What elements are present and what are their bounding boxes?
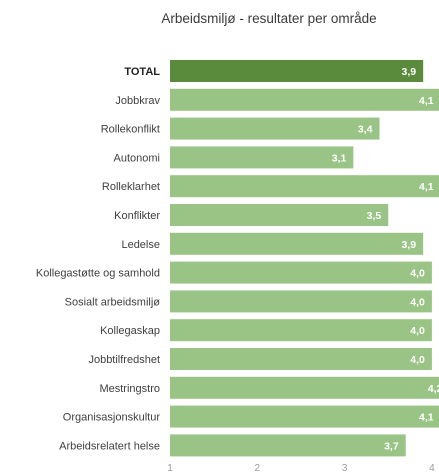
- bar: [170, 232, 424, 255]
- bar: [170, 319, 432, 342]
- category-label: Jobbtilfredshet: [88, 354, 160, 366]
- bar: [170, 376, 439, 399]
- data-label: 3,4: [358, 124, 373, 136]
- x-tick-label: 1: [167, 463, 173, 472]
- data-label: 4,0: [410, 268, 425, 280]
- category-label: Ledelse: [121, 239, 160, 251]
- data-label: 4,0: [410, 296, 425, 308]
- category-label: Kollegaskap: [100, 325, 160, 337]
- data-label: 4,1: [419, 412, 434, 424]
- bar: [170, 405, 439, 428]
- data-label: 4,1: [419, 95, 434, 107]
- category-label: Rollekonflikt: [101, 124, 160, 136]
- category-label: Konflikter: [114, 210, 160, 222]
- bar: [170, 290, 432, 313]
- x-axis-ticks: 1 2 3 4: [167, 463, 435, 472]
- x-tick-label: 4: [429, 463, 435, 472]
- bar: [170, 175, 439, 198]
- x-tick-label: 3: [342, 463, 348, 472]
- category-label: Jobbkrav: [115, 95, 160, 107]
- data-label: 4,2: [428, 383, 439, 395]
- bar: [170, 348, 432, 370]
- data-label: 3,1: [332, 152, 347, 164]
- x-tick-label: 2: [255, 463, 261, 472]
- data-label: 3,9: [402, 66, 417, 78]
- bar: [170, 88, 439, 111]
- data-label: 4,0: [410, 354, 425, 366]
- category-label: TOTAL: [124, 66, 160, 78]
- category-label: Autonomi: [114, 152, 160, 164]
- bar: [170, 434, 406, 457]
- data-label: 3,5: [367, 210, 382, 222]
- category-label: Mestringstro: [99, 383, 160, 395]
- bar: [170, 261, 432, 284]
- bar-group: TOTAL 3,9 Jobbkrav 4,1 Rollekonflikt 3,4 Auton…: [36, 60, 439, 457]
- data-label: 4,1: [419, 181, 434, 193]
- total-bar: [170, 60, 424, 82]
- category-label: Rolleklarhet: [102, 181, 160, 193]
- category-label: Arbeidsrelatert helse: [59, 440, 160, 452]
- category-label: Sosialt arbeidsmiljø: [65, 296, 161, 308]
- bar: [170, 117, 380, 140]
- bar: [170, 146, 354, 169]
- data-label: 3,9: [402, 239, 417, 251]
- bar: [170, 204, 389, 226]
- chart-title: Arbeidsmiljø - resultater per område: [161, 11, 376, 26]
- category-label: Kollegastøtte og samhold: [36, 268, 160, 280]
- category-label: Organisasjonskultur: [63, 412, 161, 424]
- data-label: 3,7: [384, 440, 399, 452]
- data-label: 4,0: [410, 325, 425, 337]
